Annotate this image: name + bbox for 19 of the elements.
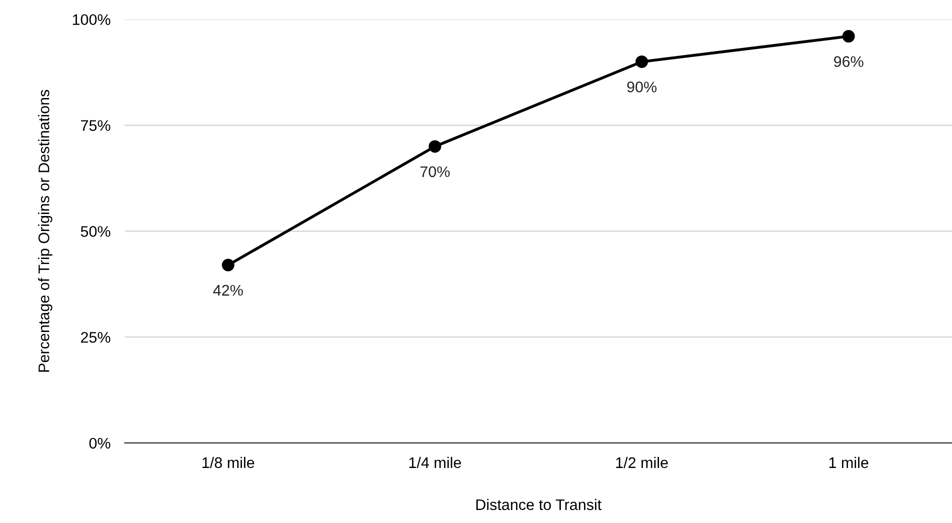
y-tick-label: 75%	[81, 120, 110, 131]
data-label: 90%	[627, 82, 657, 92]
x-tick-label: 1/4 mile	[409, 456, 462, 468]
point	[222, 258, 234, 272]
x-tick-label: 1/8 mile	[202, 456, 254, 468]
point	[636, 55, 648, 68]
data-label: 70%	[420, 166, 450, 178]
y-tick-label: 25%	[81, 332, 110, 343]
point	[842, 30, 855, 43]
point	[428, 140, 442, 153]
y-axis-title: Percentage of Trip Origins or Destinations	[38, 90, 52, 372]
data-label: 42%	[213, 284, 243, 296]
y-tick-label: 100%	[72, 14, 110, 26]
x-tick-label: 1 mile	[829, 456, 868, 468]
x-axis-title: Distance to Transit	[476, 498, 602, 510]
y-tick-label: 50%	[80, 226, 110, 237]
data-label: 96%	[834, 56, 864, 67]
x-tick-label: 1/2 mile	[616, 456, 668, 468]
y-tick-label: 0%	[89, 438, 110, 449]
